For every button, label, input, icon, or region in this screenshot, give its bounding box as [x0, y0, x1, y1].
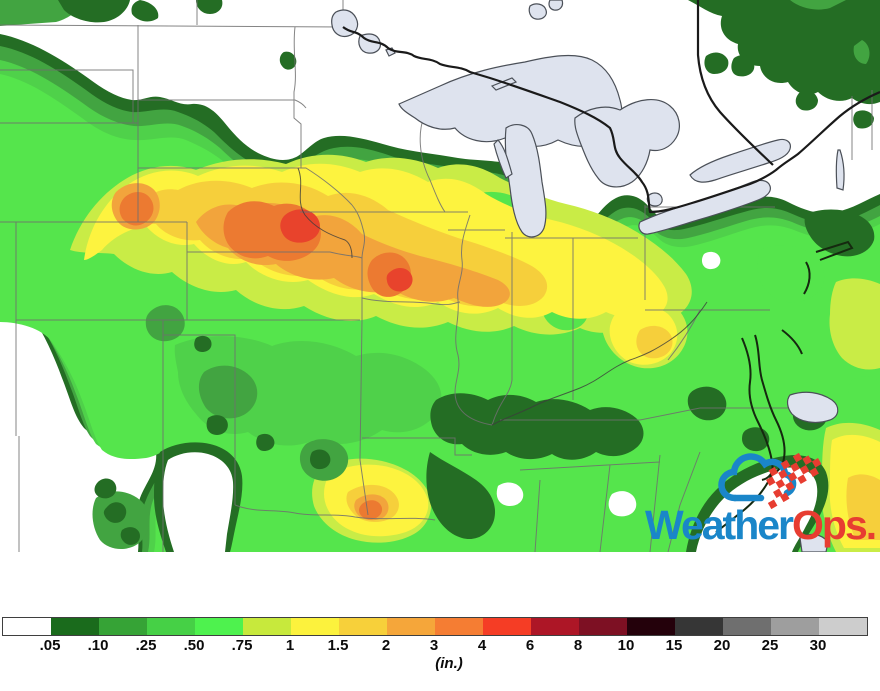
lake-champlain: [835, 149, 845, 191]
colorbar-tick-label: 3: [429, 637, 439, 654]
colorbar-tick-label: 4: [477, 637, 487, 654]
international-border: [342, 0, 880, 214]
colorbar: [2, 617, 868, 636]
colorbar-segment: [675, 618, 723, 635]
colorbar-tick-label: 1.5: [327, 637, 349, 654]
coastal-water: [799, 533, 829, 552]
colorbar-tick-label: 1: [285, 637, 295, 654]
colorbar-tick-label: .25: [135, 637, 157, 654]
colorbar-tick-label: 10: [617, 637, 635, 654]
colorbar-segment: [339, 618, 387, 635]
colorbar-tick-label: 20: [713, 637, 731, 654]
colorbar-segment: [291, 618, 339, 635]
colorbar-segment: [51, 618, 99, 635]
colorbar-segment: [723, 618, 771, 635]
colorbar-tick-label: 6: [525, 637, 535, 654]
colorbar-segment: [771, 618, 819, 635]
unit-label: (in.): [435, 655, 463, 672]
lake-of-the-woods: [331, 9, 359, 38]
precip-contours: [0, 0, 880, 552]
colorbar-segment: [99, 618, 147, 635]
colorbar-tick-label: .10: [87, 637, 109, 654]
colorbar-segment: [243, 618, 291, 635]
map-canvas: [0, 0, 880, 552]
colorbar-segment: [387, 618, 435, 635]
colorbar-segment: [819, 618, 867, 635]
lake-ontario: [689, 138, 791, 183]
colorbar-tick-label: .50: [183, 637, 205, 654]
colorbar-tick-label: 15: [665, 637, 683, 654]
isle-royale: [490, 77, 518, 91]
precipitation-map: [0, 0, 880, 552]
lake-michigan: [504, 124, 547, 238]
colorbar-tick-label: .05: [39, 637, 61, 654]
colorbar-segment: [435, 618, 483, 635]
colorbar-segment: [147, 618, 195, 635]
colorbar-segment: [531, 618, 579, 635]
rivers: [297, 167, 708, 426]
colorbar-tick-label: 25: [761, 637, 779, 654]
colorbar-tick-label: .75: [231, 637, 253, 654]
small-lake-2: [528, 3, 547, 20]
state-borders: [0, 0, 873, 552]
colorbar-segment: [3, 618, 51, 635]
pamlico-sound: [786, 391, 839, 424]
colorbar-tick-label: 30: [809, 637, 827, 654]
colorbar-segment: [579, 618, 627, 635]
colorbar-segment: [627, 618, 675, 635]
colorbar-tick-label: 2: [381, 637, 391, 654]
colorbar-tick-label: 8: [573, 637, 583, 654]
colorbar-segment: [195, 618, 243, 635]
small-lake-3: [548, 0, 564, 11]
green-bay: [493, 139, 513, 179]
colorbar-segment: [483, 618, 531, 635]
